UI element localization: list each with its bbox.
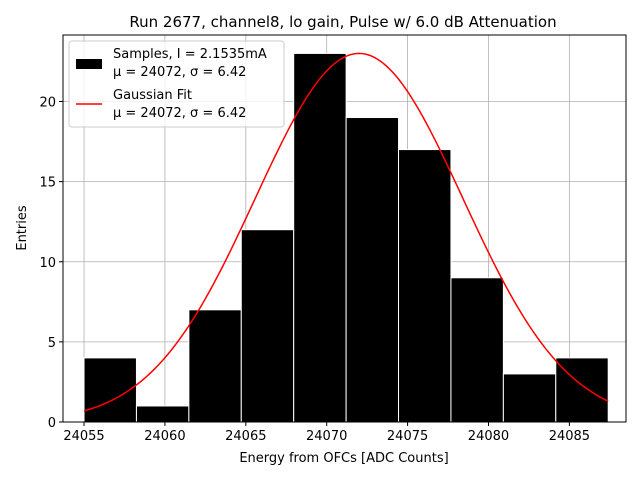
legend-fit-label-line2: μ = 24072, σ = 6.42 [113, 106, 246, 121]
gaussian-fit-curve [83, 52, 609, 412]
histogram-bar [188, 309, 242, 423]
x-tick-label: 24060 [144, 429, 185, 444]
legend: Samples, I = 2.1535mA μ = 24072, σ = 6.4… [68, 40, 285, 128]
x-tick-label: 24070 [306, 429, 347, 444]
y-axis-label: Entries [15, 205, 30, 251]
histogram-bar [83, 357, 137, 423]
x-tick-label: 24080 [468, 429, 509, 444]
x-axis-ticks: 24055 24060 24065 24070 24075 24080 24085 [63, 422, 590, 444]
histogram-bar [450, 277, 504, 423]
plot-frame [62, 34, 627, 423]
y-tick-label: 0 [48, 416, 56, 431]
legend-samples-label-line2: μ = 24072, σ = 6.42 [113, 65, 246, 80]
legend-box [68, 40, 285, 128]
y-tick-label: 15 [39, 176, 56, 191]
legend-fit-label-line1: Gaussian Fit [113, 88, 192, 103]
x-tick-label: 24085 [549, 429, 590, 444]
legend-samples-swatch [76, 59, 102, 69]
x-axis-label: Energy from OFCs [ADC Counts] [239, 451, 448, 466]
y-axis-ticks: 0 5 10 15 20 [39, 96, 63, 431]
histogram-bars [83, 52, 609, 423]
chart-title: Run 2677, channel8, lo gain, Pulse w/ 6.… [129, 13, 556, 31]
fit-line [83, 52, 609, 412]
y-tick-label: 10 [39, 256, 56, 271]
histogram-bar [502, 373, 557, 423]
histogram-bar [293, 52, 347, 423]
histogram-bar [555, 357, 609, 423]
histogram-bar [345, 117, 400, 423]
y-tick-label: 20 [39, 96, 56, 111]
histogram-bar [398, 149, 452, 423]
x-tick-label: 24055 [63, 429, 104, 444]
x-tick-label: 24065 [225, 429, 266, 444]
histogram-bar [240, 229, 295, 423]
histogram-bar [135, 405, 190, 423]
y-tick-label: 5 [48, 336, 56, 351]
x-tick-label: 24075 [387, 429, 428, 444]
legend-samples-label-line1: Samples, I = 2.1535mA [113, 47, 267, 62]
